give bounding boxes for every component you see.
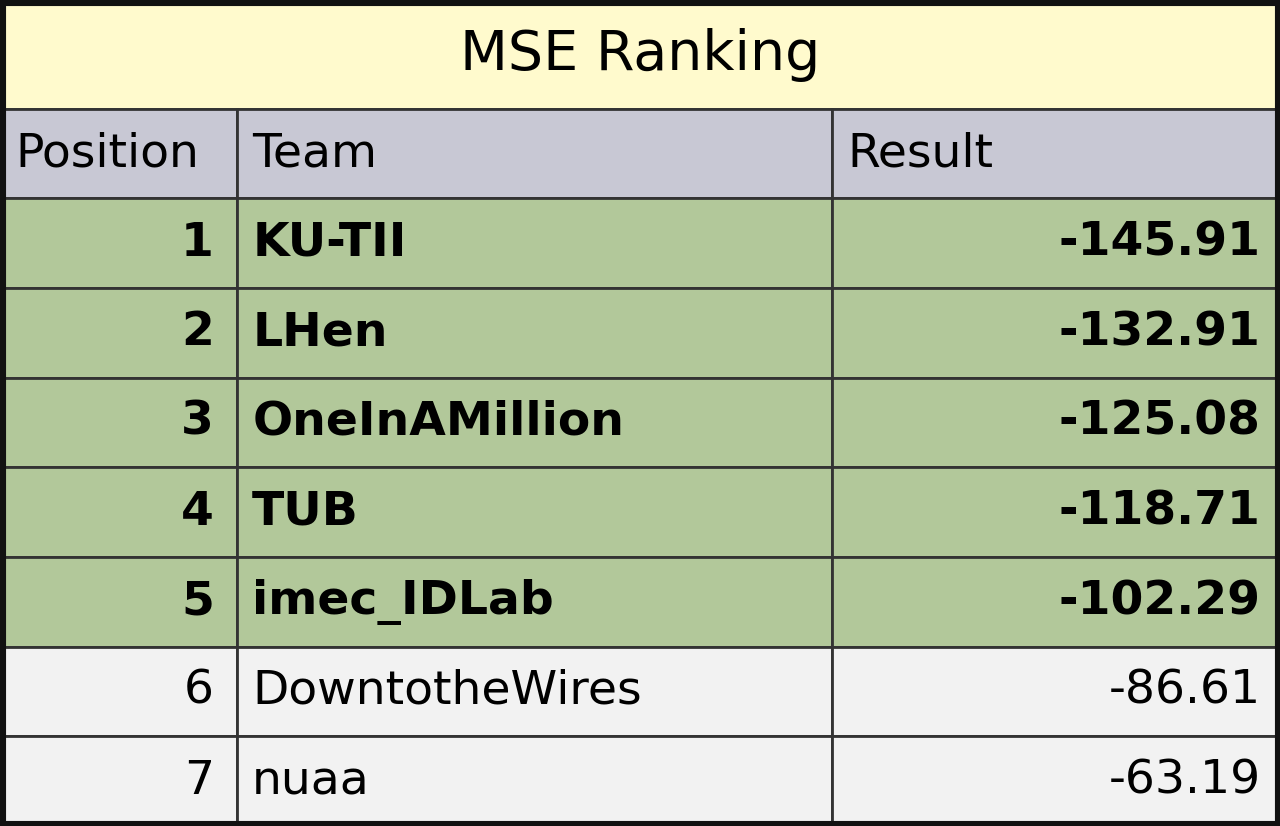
Text: Position: Position — [15, 131, 200, 176]
Text: TUB: TUB — [252, 490, 358, 534]
Text: -118.71: -118.71 — [1059, 490, 1261, 534]
Text: -86.61: -86.61 — [1108, 669, 1261, 714]
Text: imec_IDLab: imec_IDLab — [252, 579, 554, 624]
Text: 6: 6 — [184, 669, 214, 714]
Bar — [832, 647, 1280, 736]
Text: -63.19: -63.19 — [1108, 758, 1261, 804]
Text: -125.08: -125.08 — [1059, 400, 1261, 445]
Text: Result: Result — [847, 131, 993, 176]
Bar — [832, 288, 1280, 377]
Text: LHen: LHen — [252, 311, 388, 355]
Text: nuaa: nuaa — [252, 758, 370, 804]
Bar — [832, 557, 1280, 647]
Text: 3: 3 — [180, 400, 214, 445]
Bar — [0, 109, 237, 198]
Bar — [237, 109, 832, 198]
Text: -102.29: -102.29 — [1059, 579, 1261, 624]
Bar — [237, 377, 832, 468]
Bar — [237, 288, 832, 377]
Bar — [237, 198, 832, 288]
Text: 2: 2 — [180, 311, 214, 355]
Bar — [832, 468, 1280, 557]
Bar — [0, 468, 237, 557]
Bar — [0, 736, 237, 826]
Bar — [0, 198, 237, 288]
Text: OneInAMillion: OneInAMillion — [252, 400, 625, 445]
Text: 7: 7 — [184, 758, 214, 804]
Bar — [237, 647, 832, 736]
Bar — [237, 468, 832, 557]
Bar — [237, 736, 832, 826]
Text: KU-TII: KU-TII — [252, 221, 407, 266]
Text: 1: 1 — [180, 221, 214, 266]
Bar — [0, 557, 237, 647]
Bar — [237, 557, 832, 647]
Text: MSE Ranking: MSE Ranking — [460, 27, 820, 82]
Text: 4: 4 — [180, 490, 214, 534]
Text: 5: 5 — [180, 579, 214, 624]
Bar — [0, 0, 1280, 109]
Bar — [0, 288, 237, 377]
Text: DowntotheWires: DowntotheWires — [252, 669, 641, 714]
Bar — [0, 647, 237, 736]
Text: -132.91: -132.91 — [1059, 311, 1261, 355]
Text: -145.91: -145.91 — [1059, 221, 1261, 266]
Bar — [832, 736, 1280, 826]
Bar — [832, 377, 1280, 468]
Bar — [0, 377, 237, 468]
Bar — [832, 198, 1280, 288]
Text: Team: Team — [252, 131, 378, 176]
Bar — [832, 109, 1280, 198]
